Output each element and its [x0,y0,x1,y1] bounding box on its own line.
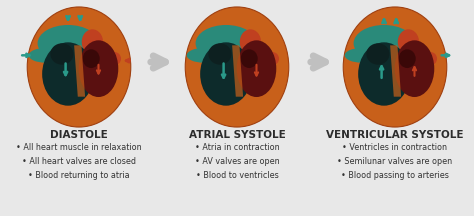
Ellipse shape [79,40,118,97]
Ellipse shape [29,48,62,63]
Text: • Blood passing to arteries: • Blood passing to arteries [341,171,449,180]
Ellipse shape [27,7,131,127]
Text: • Ventricles in contraction: • Ventricles in contraction [343,143,447,152]
Ellipse shape [108,52,121,65]
Ellipse shape [82,49,100,68]
Ellipse shape [345,48,378,63]
Text: DIASTOLE: DIASTOLE [50,130,108,140]
Text: • Blood returning to atria: • Blood returning to atria [28,171,130,180]
Text: • Blood to ventricles: • Blood to ventricles [196,171,278,180]
Ellipse shape [50,43,73,65]
Ellipse shape [187,48,220,63]
Ellipse shape [241,49,258,68]
Ellipse shape [82,29,103,55]
Ellipse shape [366,43,390,65]
Text: • All heart valves are closed: • All heart valves are closed [22,157,136,166]
Text: • Atria in contraction: • Atria in contraction [195,143,279,152]
Ellipse shape [399,49,416,68]
Ellipse shape [240,29,261,55]
Polygon shape [232,45,243,97]
Ellipse shape [354,25,414,62]
Polygon shape [390,45,401,97]
Ellipse shape [196,25,256,62]
Text: • All heart muscle in relaxation: • All heart muscle in relaxation [16,143,142,152]
Text: VENTRICULAR SYSTOLE: VENTRICULAR SYSTOLE [326,130,464,140]
Ellipse shape [209,43,231,65]
Ellipse shape [237,40,276,97]
Ellipse shape [37,25,99,62]
Text: • Semilunar valves are open: • Semilunar valves are open [337,157,453,166]
Ellipse shape [185,7,289,127]
Ellipse shape [200,42,252,106]
Text: ATRIAL SYSTOLE: ATRIAL SYSTOLE [189,130,285,140]
Ellipse shape [42,42,94,106]
Text: • AV valves are open: • AV valves are open [195,157,279,166]
Ellipse shape [358,42,410,106]
Ellipse shape [265,52,279,65]
Ellipse shape [398,29,419,55]
Ellipse shape [424,52,437,65]
Ellipse shape [343,7,447,127]
Ellipse shape [395,40,434,97]
Polygon shape [74,45,85,97]
